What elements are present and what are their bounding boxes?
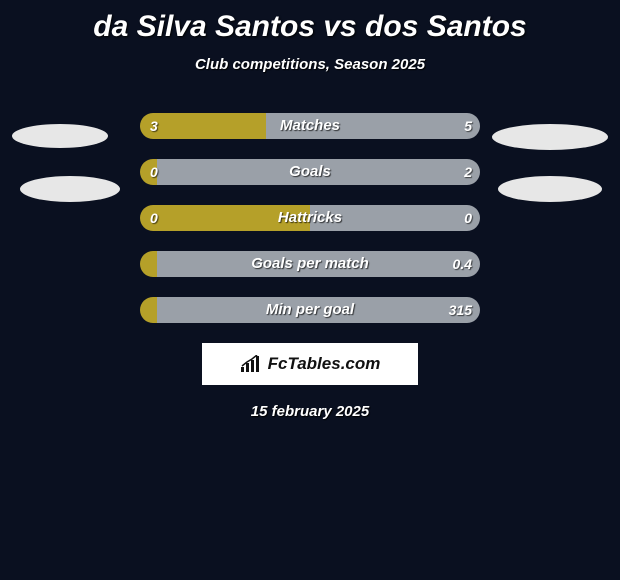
stat-row: 02Goals bbox=[0, 159, 620, 185]
value-right: 315 bbox=[449, 297, 472, 323]
value-right: 2 bbox=[464, 159, 472, 185]
page-subtitle: Club competitions, Season 2025 bbox=[0, 56, 620, 73]
value-right: 5 bbox=[464, 113, 472, 139]
value-right: 0 bbox=[464, 205, 472, 231]
value-right: 0.4 bbox=[453, 251, 472, 277]
value-left: 3 bbox=[150, 113, 158, 139]
stat-row: 00Hattricks bbox=[0, 205, 620, 231]
bar-track bbox=[140, 113, 480, 139]
chart-icon bbox=[240, 355, 262, 373]
bar-right bbox=[266, 113, 480, 139]
bar-right bbox=[310, 205, 480, 231]
stat-row: 315Min per goal bbox=[0, 297, 620, 323]
bar-track bbox=[140, 251, 480, 277]
bar-track bbox=[140, 159, 480, 185]
bar-right bbox=[157, 297, 480, 323]
logo-text: FcTables.com bbox=[268, 354, 381, 374]
stat-row: 35Matches bbox=[0, 113, 620, 139]
value-left: 0 bbox=[150, 159, 158, 185]
page-title: da Silva Santos vs dos Santos bbox=[0, 0, 620, 44]
stat-row: 0.4Goals per match bbox=[0, 251, 620, 277]
date-caption: 15 february 2025 bbox=[0, 403, 620, 420]
value-left: 0 bbox=[150, 205, 158, 231]
bar-left bbox=[140, 297, 157, 323]
source-logo: FcTables.com bbox=[202, 343, 418, 385]
bar-track bbox=[140, 205, 480, 231]
bar-right bbox=[157, 159, 480, 185]
bar-left bbox=[140, 251, 157, 277]
bar-track bbox=[140, 297, 480, 323]
bar-left bbox=[140, 113, 266, 139]
bar-left bbox=[140, 205, 310, 231]
bar-right bbox=[157, 251, 480, 277]
